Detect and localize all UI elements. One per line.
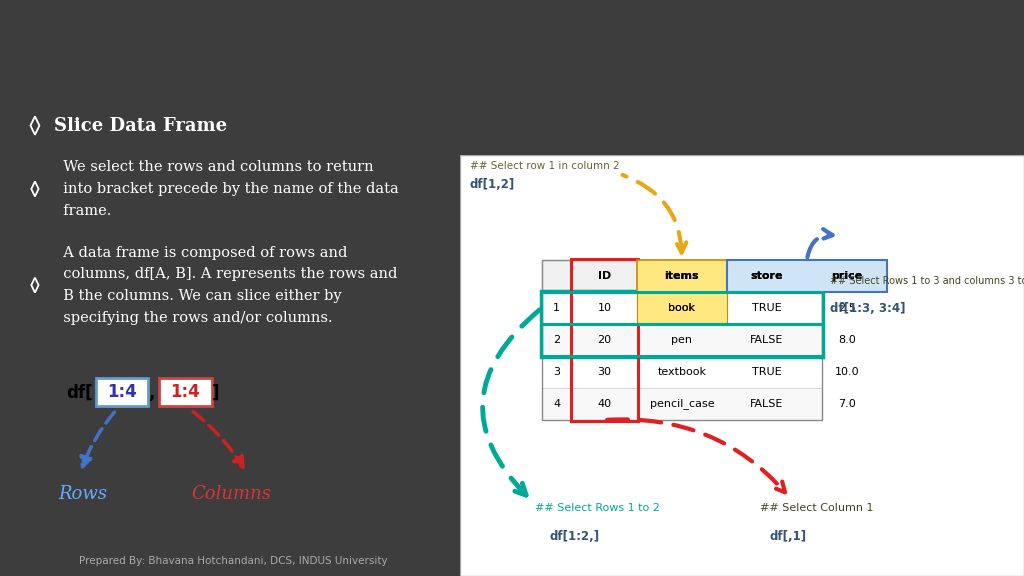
Text: 20: 20 [597,335,611,345]
Text: FALSE: FALSE [751,399,783,409]
Text: df[1,2]: df[1,2] [470,178,515,191]
Text: items: items [665,271,699,281]
Text: FALSE: FALSE [751,335,783,345]
Text: items: items [665,271,699,281]
FancyBboxPatch shape [542,324,822,356]
FancyArrowPatch shape [807,229,833,257]
Text: book: book [669,303,695,313]
Text: 7.0: 7.0 [838,399,856,409]
Text: ]: ] [212,384,219,401]
FancyBboxPatch shape [460,155,1024,576]
Text: book: book [669,303,695,313]
Text: 8.0: 8.0 [838,335,856,345]
Text: price: price [831,271,862,281]
Text: store: store [751,271,783,281]
Text: 2: 2 [553,335,560,345]
Text: ## Select Rows 1 to 2: ## Select Rows 1 to 2 [535,503,659,513]
Text: ## Select Column 1: ## Select Column 1 [760,503,873,513]
Text: ID: ID [598,271,611,281]
Text: 2.5: 2.5 [838,303,856,313]
FancyBboxPatch shape [159,378,212,407]
FancyArrowPatch shape [607,419,785,492]
Text: 30: 30 [597,367,611,377]
Text: 1: 1 [553,303,560,313]
Text: df[1:3, 3:4]: df[1:3, 3:4] [829,301,905,314]
Text: 1:4: 1:4 [106,383,137,401]
Text: ## Select Rows 1 to 3 and columns 3 to 4: ## Select Rows 1 to 3 and columns 3 to 4 [829,276,1024,286]
FancyArrowPatch shape [482,310,540,495]
Text: 10.0: 10.0 [835,367,859,377]
Text: 40: 40 [597,399,611,409]
Text: ,: , [148,384,155,401]
FancyBboxPatch shape [460,0,1024,155]
Text: Columns: Columns [191,485,271,503]
Text: TRUE: TRUE [752,367,781,377]
FancyBboxPatch shape [637,292,727,324]
Text: store: store [751,271,783,281]
FancyBboxPatch shape [95,378,148,407]
FancyBboxPatch shape [542,388,822,420]
Text: pencil_case: pencil_case [649,399,714,410]
Text: df[: df[ [67,384,93,401]
FancyArrowPatch shape [623,175,686,252]
FancyBboxPatch shape [542,356,822,388]
Text: Rows: Rows [58,485,108,503]
Text: 10: 10 [597,303,611,313]
FancyBboxPatch shape [637,260,727,292]
FancyBboxPatch shape [542,260,822,292]
Text: 3: 3 [553,367,560,377]
Text: We select the rows and columns to return
  into bracket precede by the name of t: We select the rows and columns to return… [53,160,398,218]
Text: Slice Data Frame: Slice Data Frame [53,116,226,135]
Text: 1:4: 1:4 [171,383,201,401]
Text: df[,1]: df[,1] [770,529,807,543]
Text: A data frame is composed of rows and
  columns, df[A, B]. A represents the rows : A data frame is composed of rows and col… [53,245,397,325]
FancyBboxPatch shape [727,260,887,292]
Text: 4: 4 [553,399,560,409]
Text: price: price [831,271,862,281]
Text: pen: pen [672,335,692,345]
Text: Prepared By: Bhavana Hotchandani, DCS, INDUS University: Prepared By: Bhavana Hotchandani, DCS, I… [79,556,387,566]
Text: ## Select row 1 in column 2: ## Select row 1 in column 2 [470,161,620,171]
Text: TRUE: TRUE [752,303,781,313]
Text: textbook: textbook [657,367,707,377]
FancyBboxPatch shape [542,292,822,324]
Text: df[1:2,]: df[1:2,] [550,529,600,543]
